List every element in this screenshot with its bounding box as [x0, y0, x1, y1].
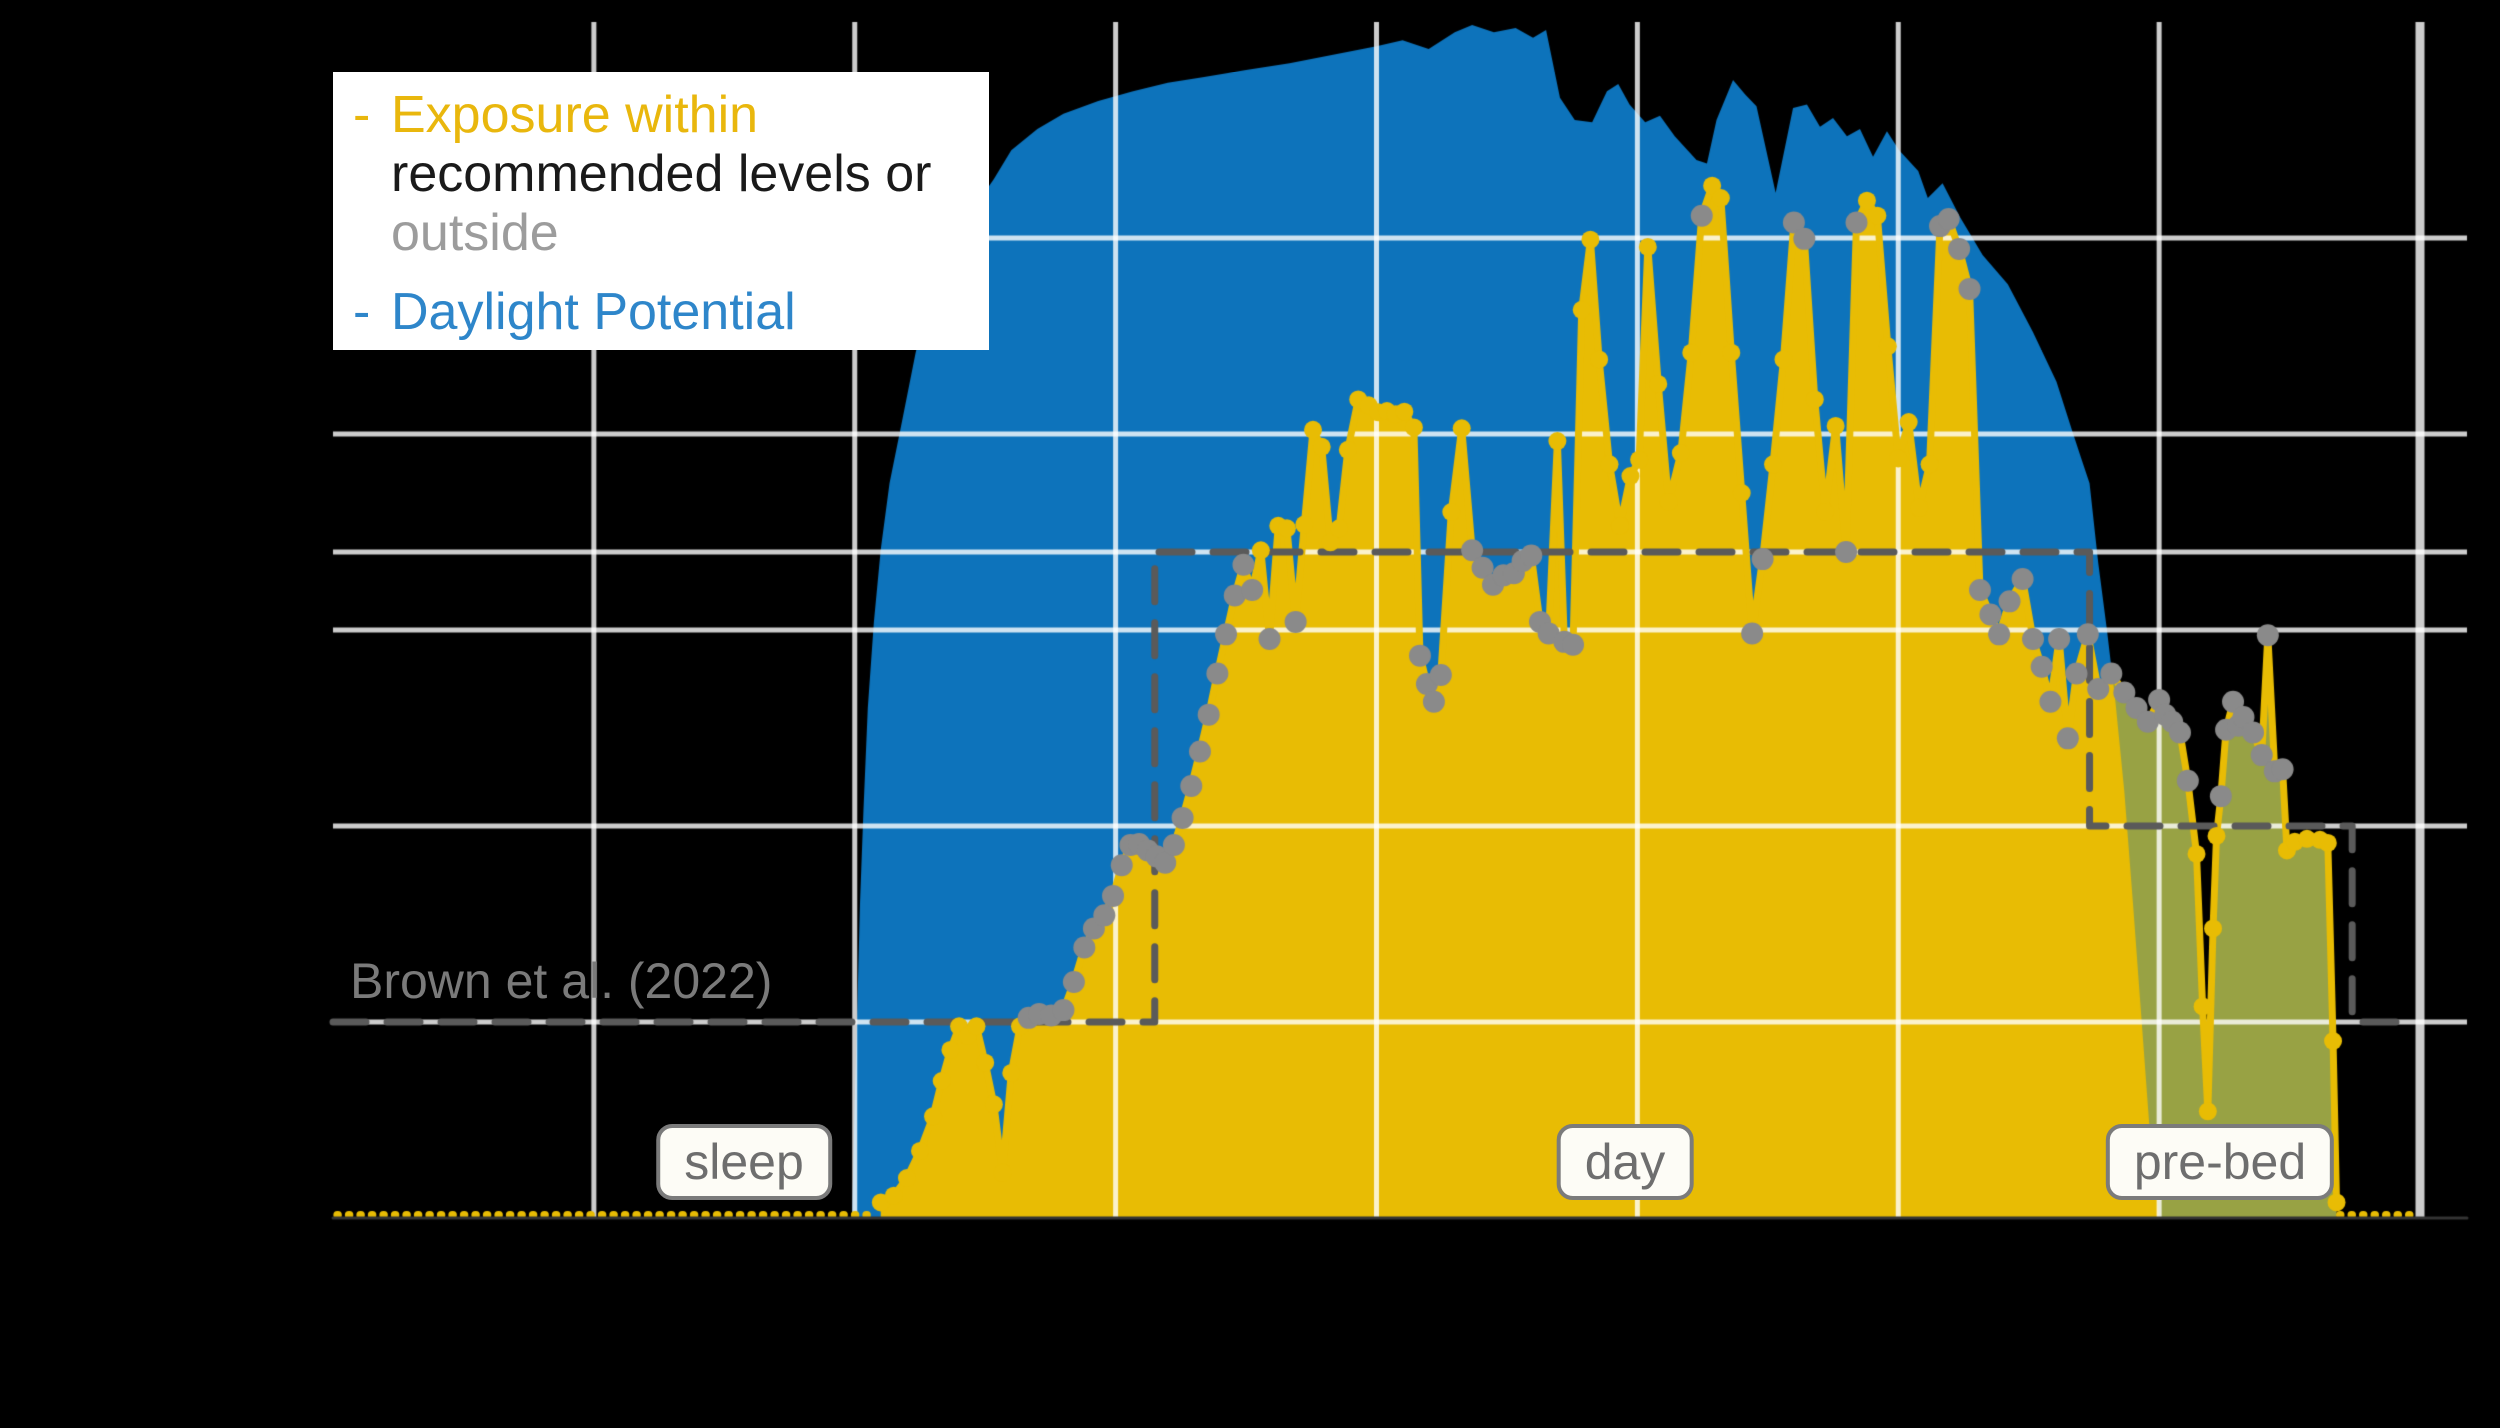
period-label-sleep: sleep — [656, 1124, 832, 1200]
legend-daylight-potential-label: Daylight Potential — [391, 283, 796, 341]
legend-recommended-levels-label: recommended levels or — [391, 145, 932, 203]
chart-legend: - Exposure within recommended levels or o… — [333, 72, 989, 350]
legend-item-exposure: - Exposure within — [353, 86, 989, 145]
period-label-day: day — [1556, 1124, 1694, 1200]
daylight-legend-dash-icon: - — [353, 283, 371, 341]
brown-reference-label: Brown et al. (2022) — [350, 953, 773, 1009]
legend-exposure-within-label: Exposure within — [391, 86, 759, 144]
legend-outside-label: outside — [391, 204, 559, 262]
legend-spacer — [353, 263, 989, 283]
exposure-legend-dash-icon: - — [353, 86, 371, 144]
period-label-prebed: pre-bed — [2105, 1124, 2335, 1200]
legend-item-daylight: - Daylight Potential — [353, 283, 989, 342]
